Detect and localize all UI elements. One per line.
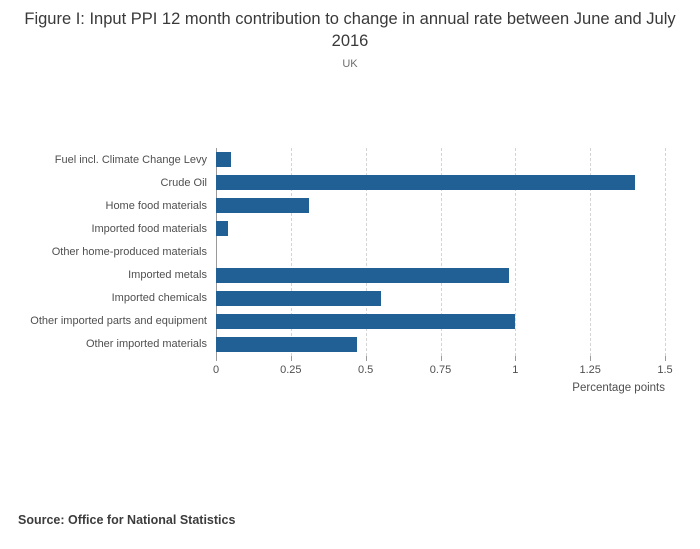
y-axis-line xyxy=(216,148,217,356)
plot-area: Fuel incl. Climate Change Levy Crude Oil H… xyxy=(0,148,666,356)
bar-track xyxy=(216,310,665,333)
gridline xyxy=(440,148,442,356)
bar xyxy=(216,336,357,352)
bar-row: Imported metals xyxy=(0,263,665,286)
x-tick-label: 1 xyxy=(512,364,519,376)
bar xyxy=(216,152,231,168)
bar-row: Home food materials xyxy=(0,194,665,217)
gridline xyxy=(665,148,666,356)
bar-row: Imported chemicals xyxy=(0,287,665,310)
x-tick-mark xyxy=(515,356,517,361)
category-label: Imported food materials xyxy=(91,222,207,235)
bar-track xyxy=(216,263,665,286)
bar-row: Crude Oil xyxy=(0,171,665,194)
x-tick-label: 0.25 xyxy=(280,364,302,376)
x-tick-mark xyxy=(290,356,292,361)
category-label: Home food materials xyxy=(105,199,208,212)
bar-rows: Fuel incl. Climate Change Levy Crude Oil H… xyxy=(0,148,665,356)
category-label: Crude Oil xyxy=(160,176,207,189)
x-tick-label: 0.5 xyxy=(358,364,374,376)
x-tick-mark xyxy=(665,356,666,361)
x-axis: 0 0.25 0.5 0.75 1 1.25 1.5 xyxy=(212,356,673,396)
bar-row: Other imported parts and equipment xyxy=(0,310,665,333)
bar-track xyxy=(216,217,665,240)
category-label: Other imported materials xyxy=(85,338,207,351)
bar-track xyxy=(216,287,665,310)
gridline xyxy=(515,148,517,356)
bar-track xyxy=(216,148,665,171)
bar xyxy=(216,221,228,237)
bar xyxy=(216,267,510,283)
x-tick-mark xyxy=(365,356,367,361)
gridline xyxy=(290,148,292,356)
bar xyxy=(216,198,309,214)
bar-row: Imported food materials xyxy=(0,217,665,240)
figure-title: Figure I: Input PPI 12 month contributio… xyxy=(24,10,676,51)
category-label: Other home-produced materials xyxy=(51,245,207,258)
figure-subtitle: UK xyxy=(342,58,358,70)
bar-row: Fuel incl. Climate Change Levy xyxy=(0,148,665,171)
bar xyxy=(216,313,516,329)
bar-row: Other home-produced materials xyxy=(0,240,665,263)
x-tick-label: 0 xyxy=(212,364,220,376)
x-tick-label: 1.25 xyxy=(579,364,601,376)
bar-row: Other imported materials xyxy=(0,333,665,356)
category-label: Imported chemicals xyxy=(111,292,207,305)
x-axis-title: Percentage points xyxy=(572,382,665,394)
x-tick-mark xyxy=(590,356,592,361)
gridlines xyxy=(216,148,666,356)
gridline xyxy=(590,148,592,356)
category-label: Other imported parts and equipment xyxy=(30,315,207,328)
bar-track xyxy=(216,240,665,263)
bar xyxy=(216,290,381,306)
bar-track xyxy=(216,194,665,217)
x-tick-mark xyxy=(216,356,217,361)
category-label: Fuel incl. Climate Change Levy xyxy=(54,153,207,166)
bar-track xyxy=(216,171,665,194)
bar xyxy=(216,175,636,191)
x-tick-label: 0.75 xyxy=(429,364,452,376)
x-tick-mark xyxy=(440,356,442,361)
gridline xyxy=(365,148,367,356)
x-tick-label: 1.5 xyxy=(657,364,673,376)
source-text: Source: Office for National Statistics xyxy=(18,513,236,527)
category-label: Imported metals xyxy=(128,269,207,282)
bar-track xyxy=(216,333,665,356)
